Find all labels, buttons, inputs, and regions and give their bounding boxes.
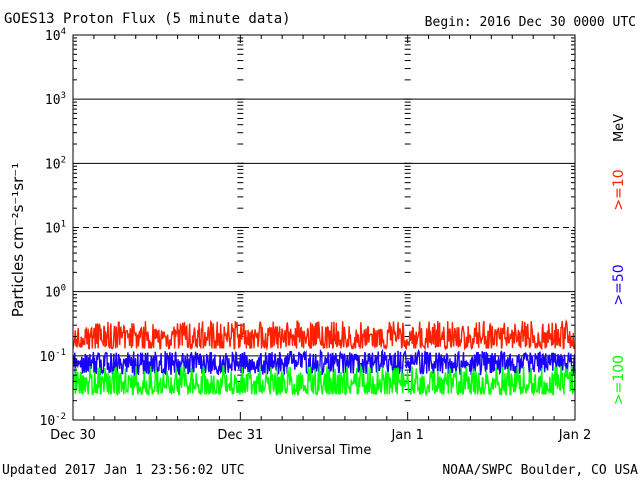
begin-date: Begin: 2016 Dec 30 0000 UTC <box>425 15 636 30</box>
x-tick-labels: Dec 30 Dec 31 Jan 1 Jan 2 <box>50 428 591 443</box>
y-tick-label: 102 <box>45 155 66 172</box>
series-line-ge50 <box>72 348 576 378</box>
legend-entry: >=100 <box>611 355 627 405</box>
x-tick-label: Dec 30 <box>50 428 96 443</box>
y-tick-label: 103 <box>45 91 66 108</box>
y-tick-label: 101 <box>45 220 66 237</box>
legend-entry: >=10 <box>611 169 627 210</box>
series-line-ge100 <box>72 363 576 397</box>
series-line-ge10 <box>72 318 576 352</box>
y-axis-label: Particles cm⁻²s⁻¹sr⁻¹ <box>9 163 27 317</box>
x-tick-label: Jan 1 <box>390 428 423 443</box>
updated-timestamp: Updated 2017 Jan 1 23:56:02 UTC <box>2 463 245 478</box>
y-tick-label: 100 <box>45 284 66 301</box>
x-tick-label: Jan 2 <box>558 428 591 443</box>
units-label: MeV <box>612 114 627 142</box>
legend-entry: >=50 <box>611 264 627 305</box>
y-tick-label: 104 <box>45 27 66 44</box>
credit-text: NOAA/SWPC Boulder, CO USA <box>442 463 638 478</box>
y-tick-labels: 10-2 10-1 100 101 102 103 104 <box>40 27 67 429</box>
chart-title: GOES13 Proton Flux (5 minute data) <box>4 11 291 27</box>
legend: MeV >=10 >=50 >=100 <box>611 114 627 405</box>
x-axis-label: Universal Time <box>275 443 372 458</box>
plot-frame <box>72 34 576 421</box>
y-tick-label: 10-1 <box>40 348 67 365</box>
y-tick-label: 10-2 <box>40 412 67 429</box>
x-tick-label: Dec 31 <box>217 428 263 443</box>
series-group <box>72 318 576 397</box>
